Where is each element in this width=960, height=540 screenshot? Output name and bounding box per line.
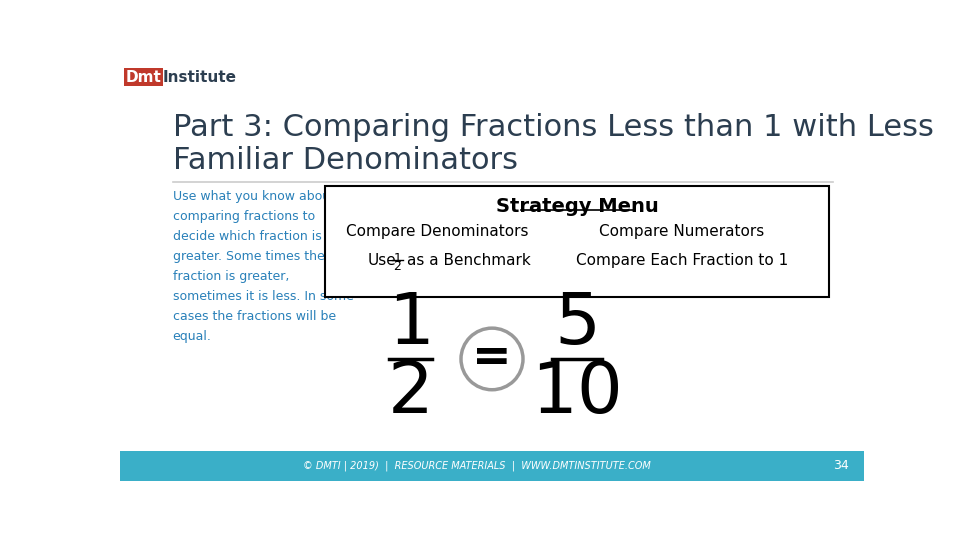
Text: Institute: Institute [163,70,237,85]
Text: 1: 1 [394,252,401,265]
Text: 1: 1 [388,290,434,359]
FancyBboxPatch shape [325,186,829,298]
Text: Strategy Menu: Strategy Menu [496,197,659,216]
Text: Part 3: Comparing Fractions Less than 1 with Less
Familiar Denominators: Part 3: Comparing Fractions Less than 1 … [173,112,933,175]
Text: © DMTI | 2019)  |  RESOURCE MATERIALS  |  WWW.DMTINSTITUTE.COM: © DMTI | 2019) | RESOURCE MATERIALS | WW… [302,461,650,471]
Text: 2: 2 [394,260,401,273]
Circle shape [461,328,523,390]
Text: =: = [472,336,512,381]
Text: Use: Use [368,253,396,268]
Text: 10: 10 [532,359,623,428]
FancyBboxPatch shape [124,68,162,86]
Text: Compare Numerators: Compare Numerators [599,224,764,239]
Text: 2: 2 [388,359,434,428]
Text: as a Benchmark: as a Benchmark [407,253,531,268]
Text: Use what you know about
comparing fractions to
decide which fraction is
greater.: Use what you know about comparing fracti… [173,190,353,342]
Text: Compare Each Fraction to 1: Compare Each Fraction to 1 [576,253,788,268]
Text: Compare Denominators: Compare Denominators [347,224,529,239]
Text: 34: 34 [833,460,849,472]
FancyBboxPatch shape [120,451,864,481]
Text: 5: 5 [554,290,600,359]
Text: Dmt: Dmt [126,70,161,85]
